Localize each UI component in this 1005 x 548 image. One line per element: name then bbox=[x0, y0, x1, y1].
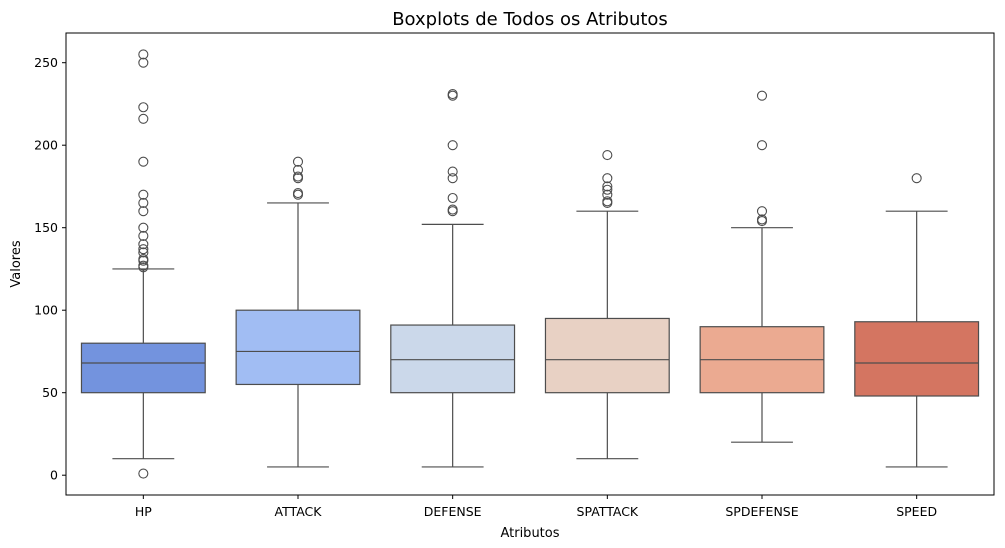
outlier-point bbox=[292, 171, 304, 182]
x-axis-label: Atributos bbox=[500, 526, 559, 541]
outlier-point bbox=[447, 89, 458, 100]
x-tick-label: SPATTACK bbox=[577, 504, 639, 519]
plot-frame bbox=[65, 32, 995, 496]
y-axis-label: Valores bbox=[9, 240, 24, 287]
outlier-point bbox=[292, 188, 304, 199]
outlier-point bbox=[138, 239, 149, 250]
y-tick-label: 100 bbox=[34, 303, 58, 318]
y-axis: 0 50 100 150 200 250 bbox=[34, 55, 66, 483]
outlier-point bbox=[447, 204, 458, 215]
y-tick-label: 250 bbox=[34, 55, 58, 70]
box-group bbox=[699, 90, 825, 443]
y-tick-label: 0 bbox=[50, 468, 58, 483]
outlier-point bbox=[292, 156, 304, 167]
outlier-point bbox=[292, 164, 304, 175]
outlier-point bbox=[756, 140, 768, 151]
outlier-point bbox=[911, 173, 922, 184]
x-tick-label: SPDEFENSE bbox=[725, 504, 798, 519]
box-group bbox=[235, 156, 361, 468]
y-tick-label: 200 bbox=[34, 138, 58, 153]
outlier-point bbox=[138, 244, 149, 255]
box bbox=[854, 321, 980, 397]
box bbox=[544, 317, 670, 394]
outlier-point bbox=[756, 206, 768, 217]
box-group bbox=[390, 89, 516, 468]
x-tick-label: ATTACK bbox=[275, 504, 323, 519]
box-group bbox=[854, 173, 980, 468]
outlier-point bbox=[138, 206, 149, 217]
outlier-point bbox=[138, 222, 149, 233]
outlier-point bbox=[138, 253, 149, 265]
box bbox=[390, 324, 516, 394]
outlier-point bbox=[602, 173, 613, 184]
x-tick-label: DEFENSE bbox=[424, 504, 482, 519]
outlier-point bbox=[447, 140, 458, 151]
y-tick-label: 150 bbox=[34, 220, 58, 235]
outlier-point bbox=[138, 197, 149, 208]
outlier-point bbox=[138, 49, 149, 60]
outlier-point bbox=[138, 113, 149, 124]
outlier-point bbox=[756, 214, 768, 225]
plot-area bbox=[80, 49, 980, 479]
outlier-point bbox=[138, 102, 149, 113]
outlier-point bbox=[138, 468, 149, 479]
box-group bbox=[544, 150, 670, 460]
outlier-point bbox=[138, 247, 149, 258]
x-tick-label: HP bbox=[135, 504, 152, 519]
box bbox=[80, 342, 206, 394]
outlier-point bbox=[138, 57, 149, 68]
outlier-point bbox=[447, 192, 458, 204]
x-axis: HP ATTACK DEFENSE SPATTACK SPDEFENSE SPEED bbox=[135, 495, 937, 519]
y-tick-label: 50 bbox=[42, 385, 58, 400]
outlier-point bbox=[447, 166, 458, 177]
outlier-point bbox=[138, 189, 149, 200]
x-tick-label: SPEED bbox=[896, 504, 937, 519]
chart-title: Boxplots de Todos os Atributos bbox=[392, 9, 668, 30]
outlier-point bbox=[602, 181, 613, 192]
box bbox=[235, 309, 361, 386]
outlier-point bbox=[602, 184, 613, 195]
outlier-point bbox=[138, 156, 149, 167]
outlier-point bbox=[602, 196, 613, 207]
outlier-point bbox=[602, 150, 613, 161]
outlier-point bbox=[138, 230, 149, 241]
box-group bbox=[80, 49, 206, 479]
outlier-point bbox=[602, 189, 613, 200]
outlier-point bbox=[756, 90, 768, 101]
outlier-point bbox=[447, 173, 458, 184]
outlier-point bbox=[138, 260, 149, 271]
